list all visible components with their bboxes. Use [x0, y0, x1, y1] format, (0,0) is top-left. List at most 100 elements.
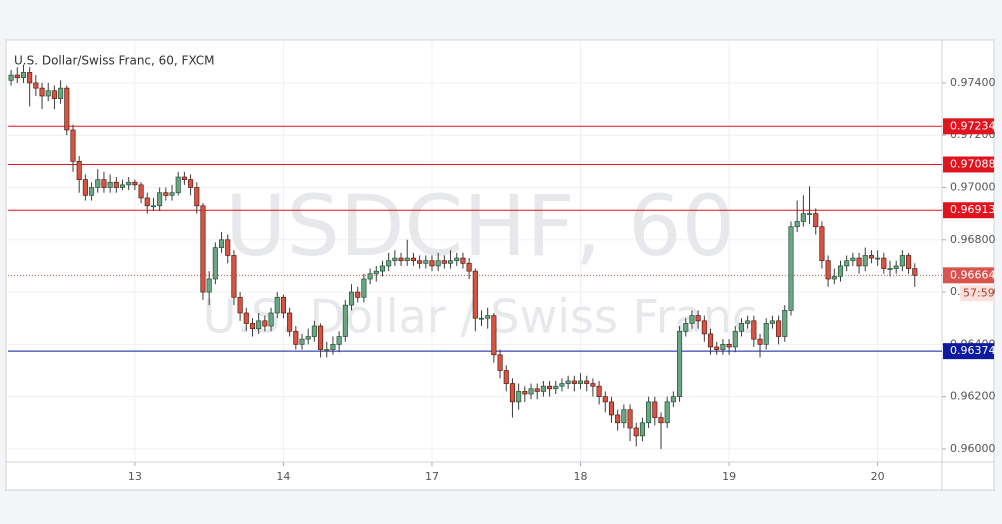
candle-body	[417, 260, 423, 264]
candle-body	[39, 87, 45, 97]
candle-body	[256, 320, 262, 330]
candle-body	[534, 388, 540, 392]
candle-body	[237, 296, 243, 314]
candle-body	[435, 260, 441, 267]
axes: 0.960000.962000.964000.966000.968000.970…	[128, 76, 996, 483]
level-label: 0.97088	[950, 157, 996, 170]
y-tick-label: 0.97000	[950, 180, 996, 193]
candle-body	[33, 82, 39, 89]
candle-body	[280, 296, 286, 314]
candle-body	[144, 197, 150, 207]
level-badge	[943, 156, 994, 173]
candle-body	[831, 276, 837, 280]
candle-body	[806, 213, 813, 215]
candle-body	[113, 181, 119, 188]
candle-body	[367, 273, 373, 280]
candles	[8, 64, 918, 449]
candle-body	[491, 315, 497, 356]
candle-body	[627, 409, 633, 429]
candle-body	[776, 320, 782, 337]
candle-body	[101, 179, 107, 188]
candle-body	[509, 383, 515, 403]
candle-body	[386, 260, 392, 267]
x-tick-label: 20	[871, 470, 885, 483]
y-tick-label: 0.97400	[950, 76, 996, 89]
candle-body	[701, 320, 707, 335]
level-label: 0.97234	[950, 119, 996, 132]
candle-body	[670, 396, 676, 403]
candle-body	[683, 323, 689, 332]
candle-body	[850, 257, 856, 262]
level-label: 0.96374	[950, 344, 996, 357]
candle-body	[249, 323, 256, 330]
candle-body	[119, 184, 126, 188]
candle-body	[27, 72, 33, 84]
candle-body	[243, 312, 249, 324]
candle-body	[646, 401, 652, 424]
candle-body	[70, 129, 76, 162]
candle-body	[714, 346, 720, 350]
candle-body	[478, 317, 485, 320]
candle-body	[200, 205, 206, 293]
candle-body	[875, 257, 881, 260]
candle-body	[454, 257, 460, 262]
candle-body	[20, 72, 27, 79]
candle-body	[899, 255, 905, 267]
candle-body	[813, 213, 819, 228]
last-price-badge	[943, 267, 994, 284]
candle-body	[751, 320, 757, 340]
candle-body	[664, 401, 670, 424]
candle-body	[188, 179, 194, 188]
candle-body	[194, 187, 200, 207]
candle-body	[658, 417, 664, 424]
levels	[8, 125, 942, 352]
candle-body	[373, 270, 379, 275]
level-badge	[943, 202, 994, 219]
candle-body	[212, 247, 218, 280]
candle-body	[150, 205, 157, 208]
candle-body	[126, 181, 132, 186]
candle-body	[602, 396, 608, 403]
candle-body	[800, 213, 806, 222]
candle-body	[404, 257, 410, 262]
candle-body	[503, 370, 509, 384]
candle-body	[163, 192, 169, 196]
candle-body	[318, 325, 324, 350]
candle-body	[348, 291, 355, 306]
countdown-badge	[960, 285, 994, 302]
candle-body	[893, 265, 899, 269]
level-label: 0.96913	[950, 203, 996, 216]
candle-body	[299, 338, 305, 345]
candle-body	[429, 260, 435, 267]
y-tick-label: 0.96200	[950, 390, 996, 403]
candle-body	[45, 90, 51, 97]
candle-body	[441, 260, 447, 264]
x-tick-label: 13	[128, 470, 142, 483]
x-tick-label: 18	[574, 470, 588, 483]
candle-body	[231, 255, 237, 298]
candle-body	[218, 239, 225, 248]
candle-body	[58, 87, 64, 99]
candle-body	[825, 260, 831, 280]
candle-body	[856, 257, 862, 267]
candle-body	[268, 312, 274, 327]
candle-body	[361, 278, 367, 298]
countdown-label: 57:59	[963, 286, 995, 299]
candle-body	[887, 268, 893, 270]
candle-body	[82, 179, 88, 196]
candle-body	[565, 380, 571, 384]
candle-body	[107, 181, 113, 188]
candle-body	[175, 176, 181, 194]
candle-body	[324, 349, 330, 351]
candle-body	[695, 315, 701, 322]
candle-body	[577, 380, 584, 384]
candle-body	[862, 255, 868, 267]
candle-body	[132, 181, 138, 186]
candle-body	[410, 257, 416, 262]
candle-body	[342, 304, 348, 337]
candle-body	[448, 260, 454, 264]
candle-body	[559, 383, 565, 387]
candle-body	[677, 330, 683, 397]
x-tick-label: 17	[425, 470, 439, 483]
